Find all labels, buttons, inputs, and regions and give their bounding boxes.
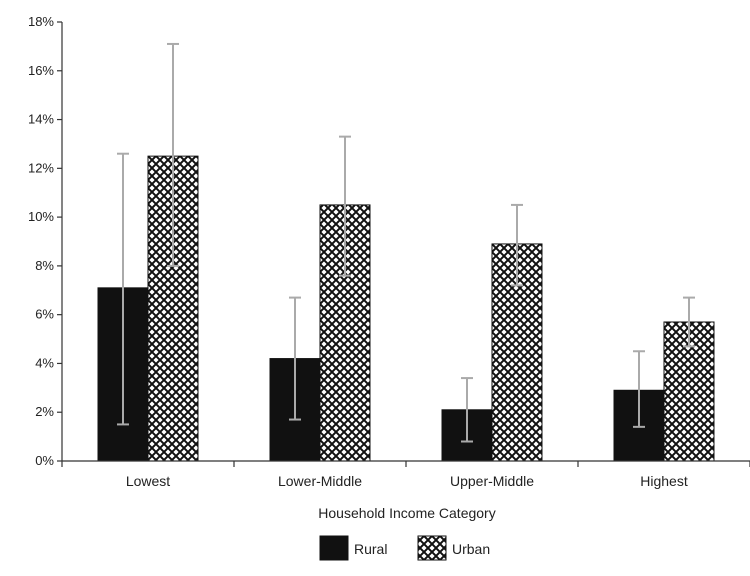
x-category-label: Lower-Middle [278,473,362,489]
y-tick-label: 0% [35,453,54,468]
legend: Rural Urban [319,535,490,561]
error-bar-rural [633,350,645,428]
y-tick-label: 16% [28,63,54,78]
y-tick-label: 14% [28,112,54,127]
error-bar-rural [117,152,129,426]
y-tick-label: 18% [28,14,54,29]
y-tick-label: 8% [35,258,54,273]
y-tick-label: 10% [28,209,54,224]
x-axis-title: Household Income Category [318,505,495,521]
error-bar-rural [289,296,301,421]
x-category-label: Upper-Middle [450,473,534,489]
legend-label-rural: Rural [354,541,387,557]
x-axis-ticks: Lowest Lower-Middle Upper-Middle Highest [61,461,750,489]
x-category-label: Lowest [126,473,170,489]
legend-swatch-urban [417,535,447,561]
legend-label-urban: Urban [452,541,490,557]
error-bar-urban [683,296,695,348]
legend-swatch-rural [319,535,349,561]
error-bar-urban [167,42,179,267]
y-tick-label: 4% [35,355,54,370]
error-bar-urban [511,203,523,287]
error-bar-urban [339,135,351,277]
y-tick-label: 12% [28,160,54,175]
error-bars-layer [117,42,695,443]
y-tick-label: 2% [35,404,54,419]
y-axis-ticks: 0% 2% 4% 6% 8% 10% 12% 14% 16% 18% [28,14,62,468]
x-category-label: Highest [640,473,688,489]
bars-layer [97,155,715,462]
error-bar-rural [461,377,473,443]
y-tick-label: 6% [35,307,54,322]
